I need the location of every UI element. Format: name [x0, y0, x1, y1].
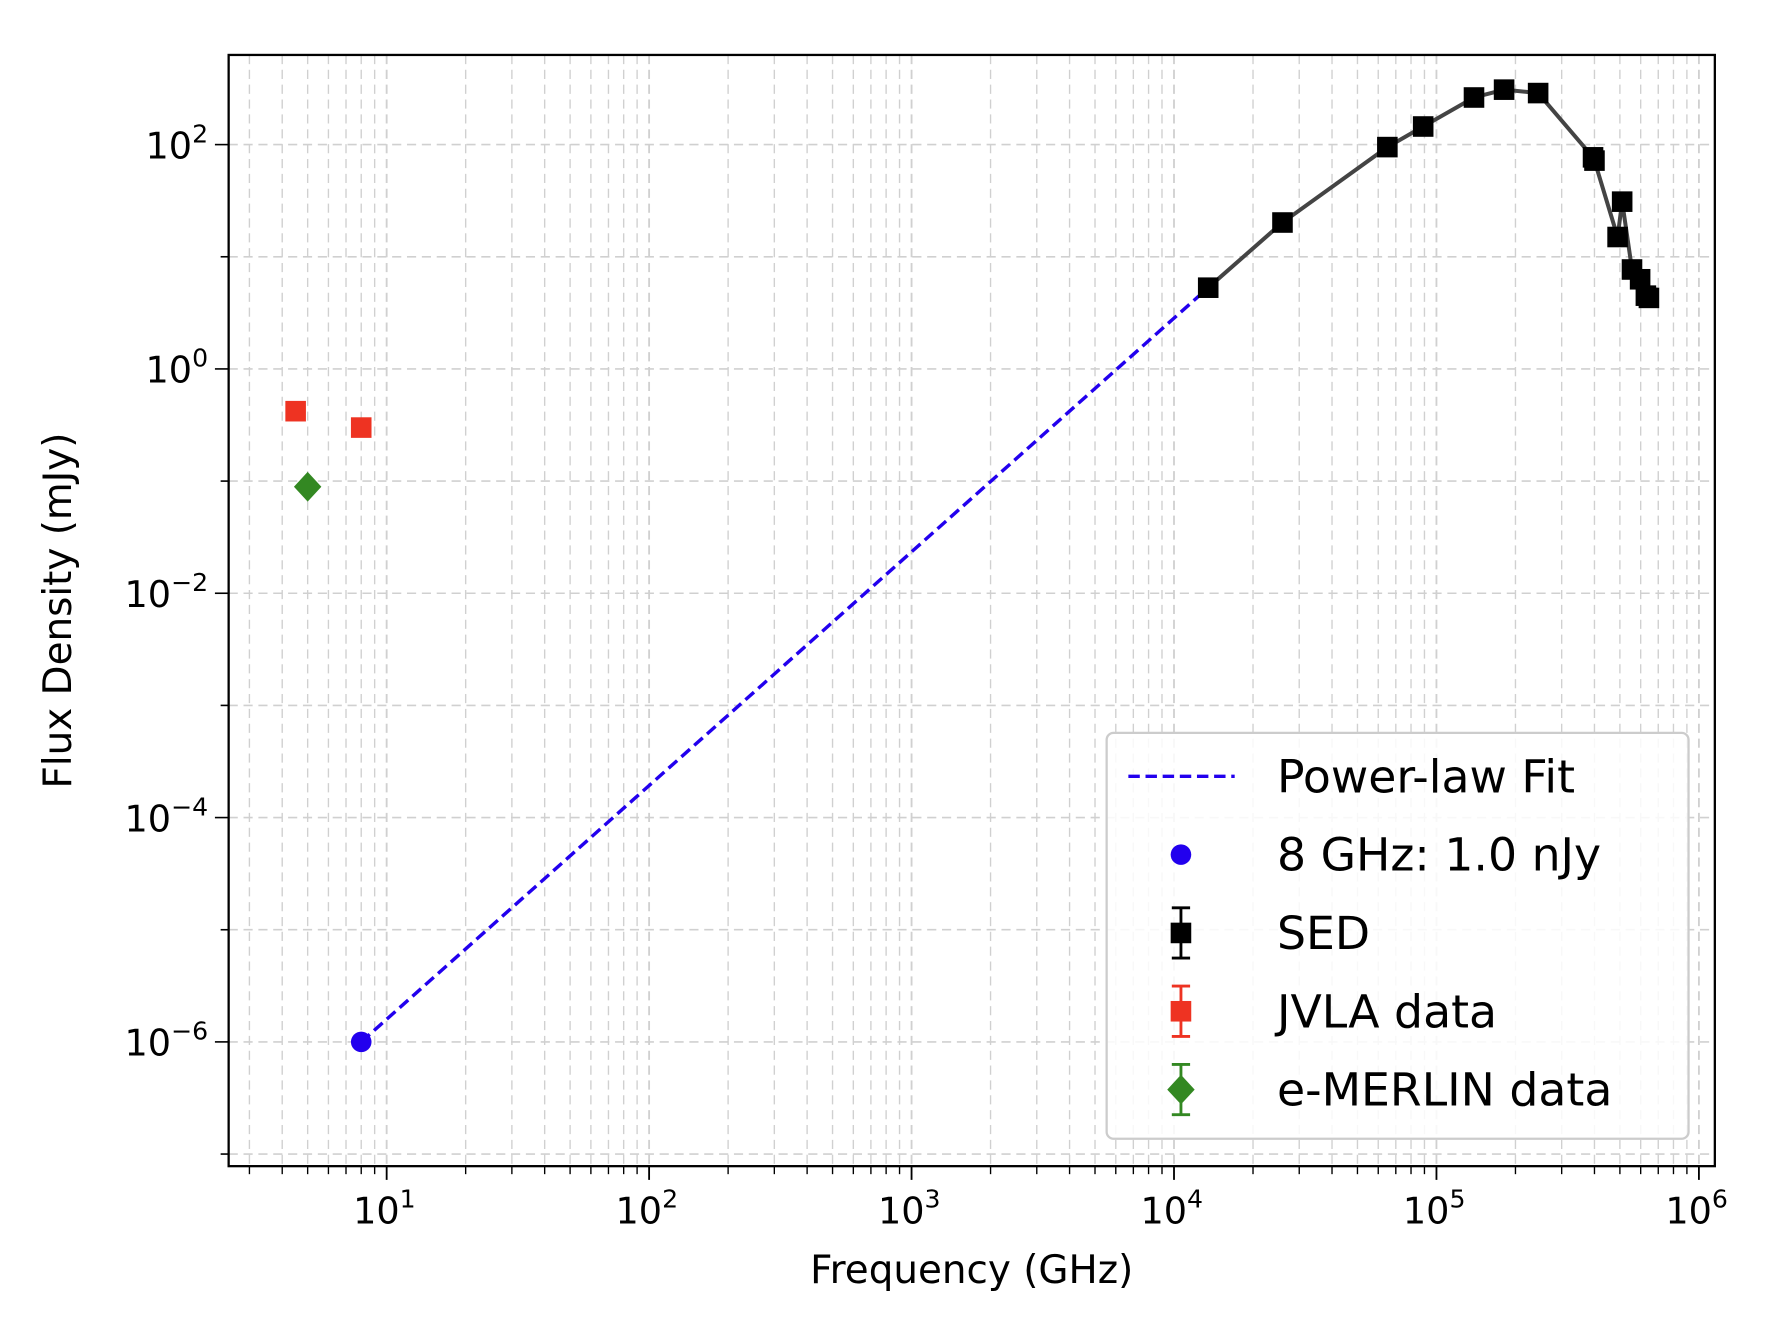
y-tick-label: 100 [146, 344, 209, 392]
legend-marker-icon [1170, 1000, 1192, 1022]
legend-label: e-MERLIN data [1277, 1064, 1612, 1117]
sed-point [1272, 212, 1293, 233]
plot-frame [227, 53, 1716, 1168]
x-tick-label: 105 [1403, 1184, 1466, 1232]
sed-point [1197, 277, 1219, 298]
sed-point [1493, 79, 1515, 100]
x-axis-label: Frequency (GHz) [810, 1248, 1133, 1293]
sed-point [1638, 287, 1660, 309]
plot-marks [285, 79, 1660, 1053]
legend-marker-icon [1170, 922, 1192, 944]
e-merlin-data-point [293, 471, 322, 502]
jvla-data-point [285, 400, 306, 422]
axis-ticks: 101 102 103 104 105 106 102 100 10−2 10−4 10−6 [124, 119, 1727, 1232]
legend: Power-law Fit 8 GHz: 1.0 nJy SED JVLA data e… [1105, 731, 1690, 1140]
legend-label: Power-law Fit [1277, 750, 1575, 803]
legend-label: SED [1277, 907, 1370, 960]
8-ghz-1-0-njy-point [350, 1031, 372, 1053]
sed-point [1611, 191, 1633, 212]
x-tick-label: 101 [353, 1184, 416, 1232]
power-law-fit-line [360, 286, 1210, 1044]
x-tick-label: 106 [1665, 1184, 1728, 1232]
legend-marker-icon [1170, 844, 1192, 865]
legend-box [1105, 731, 1690, 1140]
x-tick-label: 102 [616, 1184, 679, 1232]
sed-point [1412, 116, 1434, 137]
legend-marker-icon [1167, 1074, 1195, 1105]
sed-point [1527, 82, 1549, 104]
sed-point [1584, 150, 1605, 171]
y-tick-label: 10−2 [124, 568, 208, 616]
legend-label: 8 GHz: 1.0 nJy [1277, 829, 1601, 882]
y-tick-label: 10−6 [124, 1017, 208, 1065]
sed-point [1377, 136, 1398, 158]
sed-point [1463, 87, 1485, 108]
legend-label: JVLA data [1274, 985, 1497, 1038]
x-tick-label: 103 [878, 1184, 941, 1232]
jvla-data-point [350, 417, 372, 438]
sed-point [1629, 268, 1651, 290]
y-axis-label: Flux Density (mJy) [36, 433, 81, 789]
x-tick-label: 104 [1140, 1184, 1203, 1232]
sed-point [1607, 226, 1628, 248]
y-tick-label: 102 [146, 119, 209, 167]
y-tick-label: 10−4 [124, 792, 208, 840]
